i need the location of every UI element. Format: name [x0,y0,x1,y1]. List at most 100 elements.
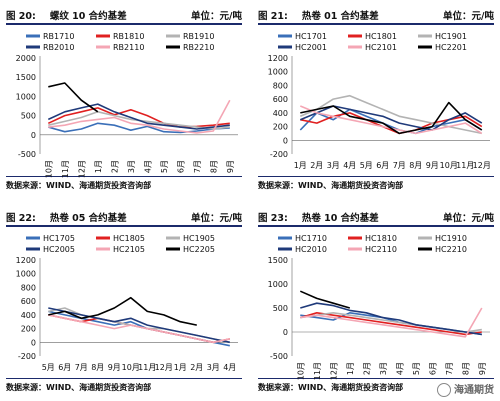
x-tick-label: 7月 [75,363,88,372]
series-line [299,108,483,135]
legend-item: RB1910 [166,32,214,41]
y-tick-label: 0 [283,136,288,145]
x-tick-label: 6月 [176,160,185,173]
x-tick-label: 2月 [310,161,323,170]
legend-item: HC1805 [96,234,145,243]
y-tick-label: 2000 [16,54,36,63]
y-tick-label: 400 [273,109,288,118]
legend-item: HC2010 [278,245,327,254]
legend-item: HC1801 [348,32,397,41]
unit-label: 单位：元/吨 [443,213,494,224]
y-tick-label: 1000 [16,270,36,279]
series-line [48,122,230,134]
legend-item: RB1810 [96,32,144,41]
x-tick-label: 6月 [428,362,437,375]
figure-header: 图 21: 热卷 01 合约基差 [258,8,379,24]
legend-label: HC1901 [435,32,467,41]
y-tick-label: 800 [21,283,36,292]
legend-item: HC2101 [348,43,397,52]
y-tick-label: 1500 [268,256,288,265]
line-chart: RB1710 RB1810 RB1910 RB2010 RB2110 RB2210 -500… [16,32,238,178]
watermark-text: 海通期货 [454,385,494,396]
x-tick-label: 3月 [379,362,388,375]
figure-title: 热卷 05 合约基差 [49,213,127,224]
x-tick-label: 8月 [409,161,422,170]
legend-item: HC1901 [418,32,467,41]
line-chart: HC1710 HC1810 HC1910 HC2010 HC2110 HC2210 -500… [268,234,490,380]
legend-label: HC2005 [43,245,75,254]
legend-label: RB2110 [113,43,144,52]
x-tick-label: 10月 [296,362,305,380]
figure-header: 图 22: 热卷 05 合约基差 [6,210,127,226]
legend-item: HC2205 [166,245,215,254]
y-tick-label: 1000 [268,280,288,289]
legend-label: HC1805 [113,234,145,243]
x-tick-label: 11月 [456,161,474,170]
y-tick-label: 1500 [16,73,36,82]
chart-panel-hc10: 图 23: 热卷 10 合约基差 单位：元/吨 数据来源：WIND、海通期货投资咨询部… [258,210,494,400]
legend-label: HC1905 [183,234,215,243]
legend-label: HC1705 [43,234,75,243]
y-tick-label: 1200 [16,256,36,265]
x-tick-label: 11月 [313,362,322,380]
x-tick-label: 4月 [395,362,404,375]
series-line [300,112,483,135]
y-tick-label: 200 [273,123,288,132]
y-tick-label: 800 [273,81,288,90]
series-line [48,314,230,344]
x-tick-label: 4月 [223,363,236,372]
x-tick-label: 1月 [94,160,103,173]
legend-label: HC2205 [183,245,215,254]
legend-label: RB1810 [113,32,144,41]
legend-label: RB2010 [43,43,74,52]
legend-item: HC2005 [26,245,75,254]
figure-header: 图 20: 螺纹 10 合约基差 [6,8,127,24]
legend-label: HC2201 [435,43,467,52]
legend-item: HC1705 [26,234,75,243]
series-line [300,101,483,135]
legend-item: HC2105 [96,245,145,254]
y-tick-label: 1000 [268,68,288,77]
legend-label: HC1801 [365,32,397,41]
legend-item: HC1810 [348,234,397,243]
series-line [48,99,231,134]
series-line [300,307,483,338]
legend-item: HC2210 [418,245,467,254]
series-line [48,314,230,344]
x-tick-label: 12月 [473,161,491,170]
figure-title: 螺纹 10 合约基差 [49,11,127,22]
x-tick-label: 6月 [58,363,71,372]
footer-rule [6,176,242,177]
y-tick-label: 0 [283,328,288,337]
legend-item: HC1710 [278,234,327,243]
x-tick-label: 3月 [327,161,340,170]
legend-item: HC1701 [278,32,327,41]
legend-item: RB2010 [26,43,74,52]
x-tick-label: 8月 [91,363,104,372]
legend-label: HC1701 [295,32,327,41]
x-tick-label: 4月 [343,161,356,170]
y-tick-label: 500 [21,112,36,121]
legend-item: HC1905 [166,234,215,243]
legend-item: RB2110 [96,43,144,52]
y-tick-label: -500 [270,352,288,361]
y-tick-label: 1000 [16,92,36,101]
chart-panel-hc05: 图 22: 热卷 05 合约基差 单位：元/吨 数据来源：WIND、海通期货投资咨询部… [6,210,242,400]
legend-label: HC2001 [295,43,327,52]
figure-title: 热卷 01 合约基差 [301,11,379,22]
source-note: 数据来源：WIND、海通期货投资咨询部 [258,383,404,392]
series-line [48,296,197,326]
y-tick-label: 0 [31,131,36,140]
footer-rule [258,378,494,379]
header-rule [258,23,494,25]
x-tick-label: 6月 [376,161,389,170]
x-tick-label: 8月 [209,160,218,173]
legend-label: HC2010 [295,245,327,254]
unit-label: 单位：元/吨 [191,213,242,224]
x-tick-label: 5月 [42,363,55,372]
legend-label: HC2210 [435,245,467,254]
x-tick-label: 4月 [143,160,152,173]
line-chart: HC1701 HC1801 HC1901 HC2001 HC2101 HC2201 -200… [268,32,491,170]
watermark: 海通期货 [437,381,494,397]
series-line [300,302,482,336]
